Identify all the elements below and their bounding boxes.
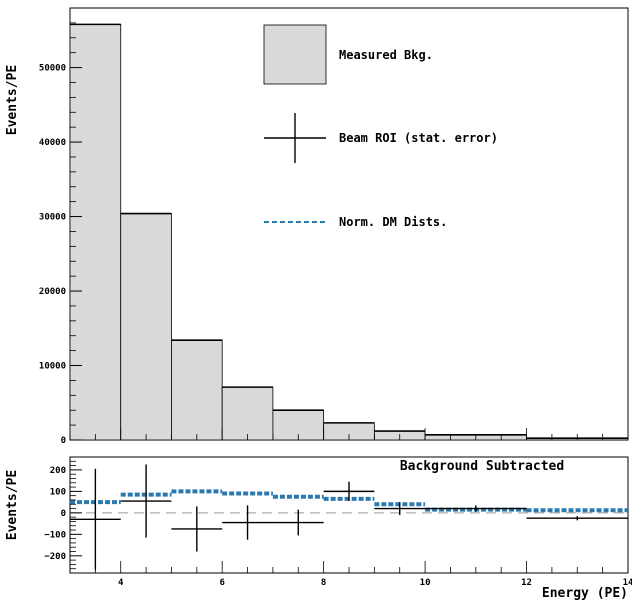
legend: Measured Bkg. Beam ROI (stat. error) Nor…: [263, 24, 498, 229]
bottom-panel-title: Background Subtracted: [400, 459, 564, 474]
top-y-axis-title: Events/PE: [5, 65, 20, 135]
top-y-tick-label-0: 0: [61, 436, 66, 446]
bottom-y-tick-label-1: −100: [44, 530, 66, 540]
legend-label-beam-roi: Beam ROI (stat. error): [339, 131, 498, 145]
bottom-y-tick-label-3: 100: [50, 487, 66, 497]
top-y-tick-label-2: 20000: [39, 287, 66, 297]
bottom-x-tick-label-2: 8: [321, 578, 326, 588]
bottom-x-axis-title: Energy (PE): [542, 586, 628, 601]
top-plot-area: 0 10000 20000 30000 40000 50000: [39, 22, 629, 446]
bottom-plot-area: −200 −100 0 100 200 4 6 8 10 12 14: [44, 460, 632, 588]
bkg-bar-2: [171, 339, 223, 441]
bkg-bar-3: [221, 386, 274, 441]
top-y-tick-label-3: 30000: [39, 213, 66, 223]
bkg-bar-1: [120, 213, 172, 441]
top-y-tick-label-4: 40000: [39, 138, 66, 148]
bottom-y-axis-title: Events/PE: [5, 470, 20, 540]
legend-swatch-measured-bkg: [263, 24, 327, 85]
top-y-tick-label-1: 10000: [39, 362, 66, 372]
bottom-x-tick-label-5: 14: [623, 578, 632, 588]
bottom-y-tick-label-2: 0: [61, 509, 66, 519]
bottom-x-tick-label-3: 10: [420, 578, 431, 588]
bottom-y-tick-label-4: 200: [50, 466, 66, 476]
bottom-x-tick-label-0: 4: [118, 578, 124, 588]
bottom-x-tick-label-4: 12: [521, 578, 532, 588]
bkg-bar-0: [69, 23, 122, 441]
bottom-x-tick-label-1: 6: [219, 578, 224, 588]
bottom-y-tick-label-0: −200: [44, 552, 66, 562]
legend-label-measured-bkg: Measured Bkg.: [339, 48, 433, 62]
bottom-plot-frame: [69, 456, 629, 574]
legend-label-dm-dists: Norm. DM Dists.: [339, 215, 447, 229]
top-y-tick-label-5: 50000: [39, 64, 66, 74]
